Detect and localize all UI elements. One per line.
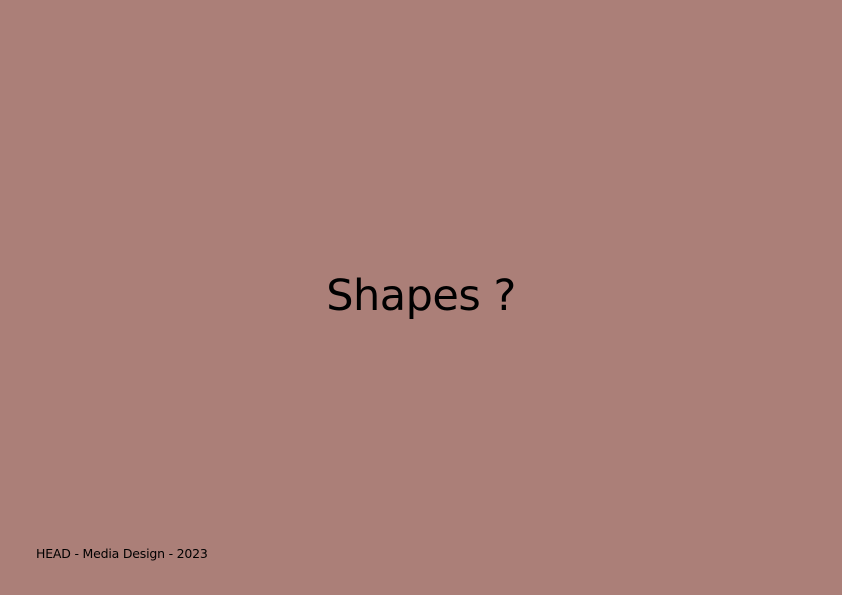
slide-title: Shapes ? — [326, 271, 516, 321]
slide-footer: HEAD - Media Design - 2023 — [36, 546, 208, 561]
